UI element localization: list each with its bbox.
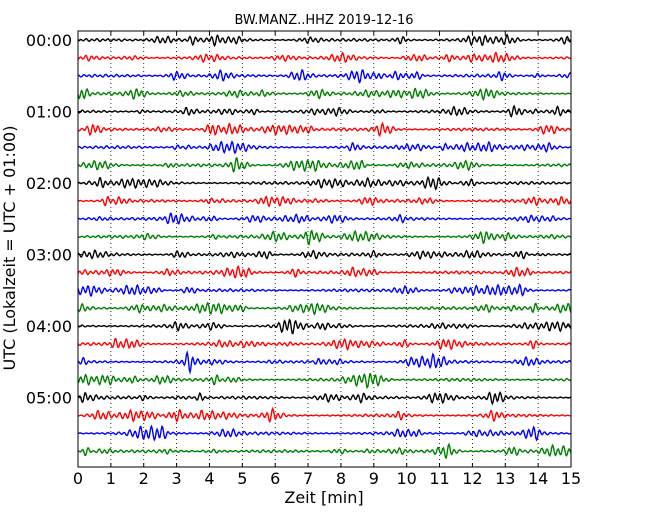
y-axis: 00:00 01:00 02:00 03:00 04:00 05:00 — [26, 31, 571, 408]
trace-line — [77, 442, 572, 460]
trace-line — [77, 157, 572, 173]
x-tick-label: 2 — [139, 469, 149, 488]
x-axis-label: Zeit [min] — [284, 488, 363, 507]
x-tick-label: 4 — [204, 469, 214, 488]
y-tick-label: 00:00 — [26, 31, 72, 50]
x-tick-label: 10 — [396, 469, 416, 488]
x-tick-label: 6 — [270, 469, 280, 488]
trace-line — [77, 391, 572, 406]
trace-line — [77, 175, 571, 191]
x-tick-label: 5 — [237, 469, 247, 488]
y-tick-label: 04:00 — [26, 317, 72, 336]
trace-line — [77, 337, 572, 351]
trace-line — [77, 33, 572, 48]
trace-line — [77, 406, 571, 424]
x-tick-label: 7 — [303, 469, 313, 488]
chart-title: BW.MANZ..HHZ 2019-12-16 — [234, 13, 413, 28]
trace-line — [77, 249, 571, 260]
trace-line — [77, 51, 572, 64]
grid-lines — [110, 31, 539, 467]
x-tick-label: 11 — [429, 469, 449, 488]
trace-line — [77, 140, 572, 155]
trace-line — [77, 265, 572, 279]
trace-line — [77, 318, 572, 335]
trace-line — [77, 121, 572, 138]
trace-line — [77, 212, 572, 225]
trace-line — [77, 282, 572, 297]
trace-line — [77, 69, 572, 84]
trace-line — [77, 372, 572, 389]
trace-line — [77, 350, 572, 375]
y-axis-label: UTC (Lokalzeit = UTC + 01:00) — [0, 126, 19, 371]
trace-group — [77, 33, 572, 460]
x-axis: 0 1 2 3 4 5 6 7 8 9 10 11 12 13 14 15 — [73, 31, 581, 488]
trace-line — [77, 229, 572, 246]
trace-line — [77, 424, 572, 442]
x-tick-label: 3 — [172, 469, 182, 488]
x-tick-label: 0 — [73, 469, 83, 488]
trace-line — [77, 301, 572, 316]
x-tick-label: 8 — [336, 469, 346, 488]
y-tick-label: 03:00 — [26, 246, 72, 265]
trace-line — [77, 195, 572, 208]
y-tick-label: 05:00 — [26, 389, 72, 408]
y-tick-label: 02:00 — [26, 174, 72, 193]
x-tick-label: 9 — [369, 469, 379, 488]
x-tick-label: 14 — [528, 469, 548, 488]
trace-line — [77, 87, 571, 102]
trace-line — [77, 104, 572, 118]
plot-frame — [77, 30, 572, 468]
x-tick-label: 12 — [462, 469, 482, 488]
x-tick-label: 15 — [561, 469, 581, 488]
y-tick-label: 01:00 — [26, 103, 72, 122]
x-tick-label: 13 — [495, 469, 515, 488]
x-tick-label: 1 — [106, 469, 116, 488]
